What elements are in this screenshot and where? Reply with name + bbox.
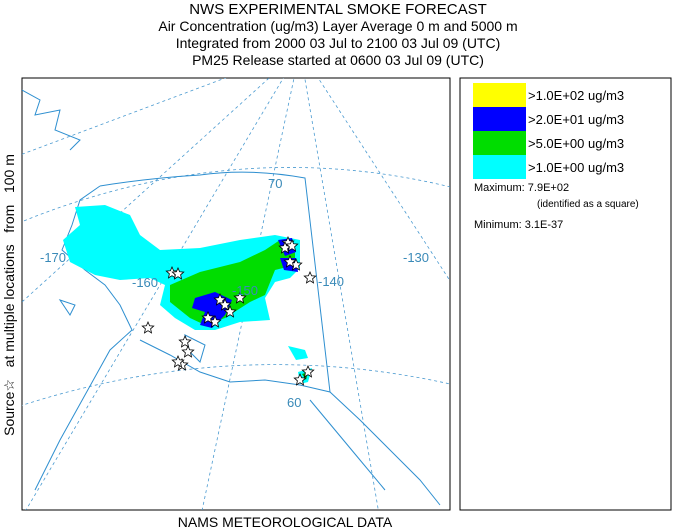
legend-label: >1.0E+02 ug/m3 <box>528 88 624 103</box>
source-marker <box>171 266 185 280</box>
graticule-label: -130 <box>403 250 429 265</box>
legend-swatch <box>473 107 526 131</box>
footer: NAMS METEOROLOGICAL DATA <box>178 514 393 530</box>
legend-label: >5.0E+00 ug/m3 <box>528 136 624 151</box>
sources <box>141 235 317 386</box>
source-marker <box>223 304 237 318</box>
graticule-label: -140 <box>318 274 344 289</box>
source-marker <box>201 310 215 324</box>
legend-swatch <box>473 131 526 155</box>
subtitle: Integrated from 2000 03 Jul to 2100 03 J… <box>176 35 501 51</box>
source-marker <box>283 254 297 268</box>
source-marker <box>218 297 232 311</box>
plume-1 <box>288 346 308 360</box>
max-note: (identified as a square) <box>537 199 639 210</box>
minimum: Minimum: 3.1E-37 <box>474 219 563 231</box>
graticule-label: -160 <box>132 275 158 290</box>
graticule-label: 60 <box>287 395 301 410</box>
side-label: Source☆ at multiple locations from 100 m <box>1 154 17 436</box>
graticule-label: -150 <box>232 283 258 298</box>
source-marker <box>141 320 155 334</box>
legend-label: >1.0E+00 ug/m3 <box>528 160 624 175</box>
source-marker <box>285 238 299 252</box>
source-marker <box>301 364 315 378</box>
source-marker <box>178 334 192 348</box>
map: -170 -160 -150 -140 -130 70 60 <box>21 77 451 511</box>
source-marker <box>171 354 185 368</box>
legend-label: >2.0E+01 ug/m3 <box>528 112 624 127</box>
title: NWS EXPERIMENTAL SMOKE FORECAST <box>189 1 487 18</box>
graticule-label: 70 <box>268 176 282 191</box>
maximum: Maximum: 7.9E+02 <box>474 182 569 194</box>
legend-swatch <box>473 155 526 179</box>
source-marker <box>181 344 195 358</box>
source-marker <box>303 270 317 284</box>
legend-swatch <box>473 83 526 107</box>
source-marker <box>293 372 307 386</box>
graticule-label: -170 <box>40 250 66 265</box>
legend: Maximum: 7.9E+02 (identified as a square… <box>459 77 672 511</box>
source-marker <box>233 290 247 304</box>
subtitle: Air Concentration (ug/m3) Layer Average … <box>158 18 517 34</box>
subtitle: PM25 Release started at 0600 03 Jul 09 (… <box>192 52 484 68</box>
